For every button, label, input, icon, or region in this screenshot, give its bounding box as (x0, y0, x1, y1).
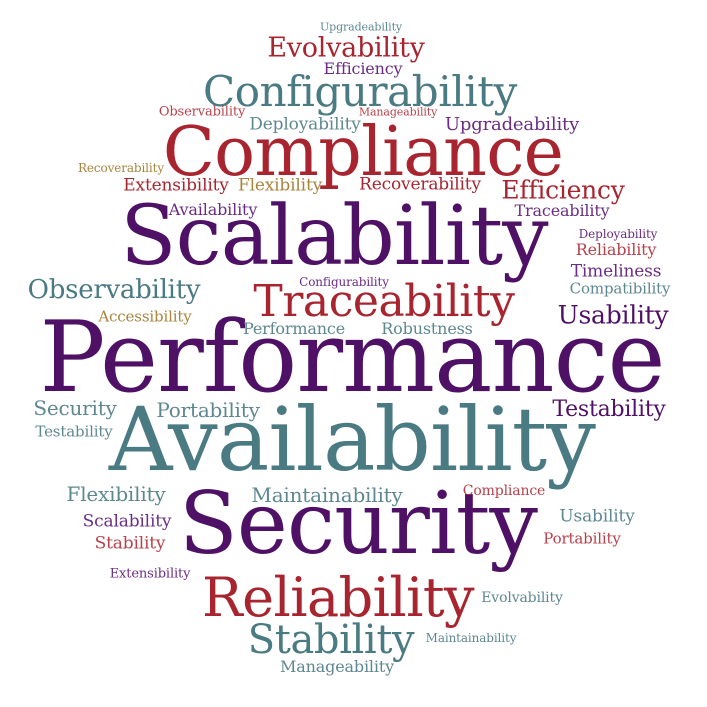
word-traceability-small: Traceability (514, 201, 610, 220)
word-evolvability: Evolvability (267, 32, 425, 64)
word-traceability-medium: Traceability (253, 276, 515, 327)
word-testability-small: Testability (35, 422, 113, 441)
word-reliability-large: Reliability (202, 566, 475, 629)
word-configurability-tiny: Configurability (299, 275, 389, 289)
word-efficiency-small: Efficiency (323, 59, 403, 78)
word-manageability-tiny: Manageability (358, 105, 438, 119)
word-performance-small: Performance (242, 319, 346, 338)
word-observability-tiny: Observability (158, 104, 246, 120)
word-recoverability: Recoverability (359, 174, 481, 195)
word-configurability-medium: Configurability (203, 67, 517, 116)
word-upgradeability: Upgradeability (444, 114, 580, 135)
word-extensibility: Extensibility (123, 175, 229, 196)
word-security-small: Security (33, 396, 117, 420)
word-availability-small: Availability (168, 200, 258, 219)
word-observability: Observability (27, 275, 201, 305)
word-stability-medium: Stability (247, 617, 415, 663)
word-compatibility: Compatibility (569, 279, 671, 298)
word-flexibility: Flexibility (66, 482, 166, 506)
word-portability: Portability (156, 398, 260, 422)
word-robustness: Robustness (381, 319, 473, 338)
word-testability: Testability (552, 397, 666, 422)
word-evolvability-small: Evolvability (481, 590, 563, 606)
word-availability-large: Availability (108, 388, 596, 491)
word-flexibility-gold: Flexibility (237, 175, 323, 196)
word-efficiency: Efficiency (501, 175, 625, 205)
word-upgradeability-tiny: Upgradeability (320, 20, 402, 34)
word-scalability-small: Scalability (82, 511, 172, 532)
word-usability: Usability (557, 300, 669, 330)
word-scalability-large: Scalability (120, 189, 548, 284)
word-usability-small: Usability (559, 506, 635, 527)
word-maintainability: Maintainability (251, 483, 403, 507)
word-accessibility: Accessibility (98, 307, 192, 326)
word-timeliness: Timeliness (570, 261, 662, 282)
word-maintainability-tiny: Maintainability (425, 631, 517, 645)
word-security-large: Security (178, 474, 538, 574)
word-reliability-small: Reliability (575, 240, 657, 259)
word-stability-small: Stability (94, 533, 166, 554)
word-recoverability-tiny: Recoverability (78, 161, 164, 175)
word-manageability: Manageability (280, 657, 394, 676)
word-compliance-large: Compliance (162, 113, 564, 192)
word-extensibility-tiny: Extensibility (109, 566, 191, 582)
word-deployability: Deployability (249, 114, 361, 135)
word-deployability-tiny: Deployability (578, 227, 658, 241)
word-portability-small: Portability (543, 529, 621, 548)
word-compliance-small: Compliance (462, 483, 546, 499)
word-performance-large: Performance (39, 301, 665, 415)
